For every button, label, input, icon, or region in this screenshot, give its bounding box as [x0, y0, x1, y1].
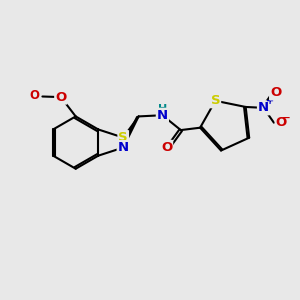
- Text: O: O: [270, 86, 281, 100]
- Text: O: O: [161, 141, 172, 154]
- Text: O: O: [276, 116, 287, 129]
- Text: +: +: [266, 96, 274, 106]
- Text: H: H: [158, 104, 167, 114]
- Text: N: N: [118, 141, 129, 154]
- Text: S: S: [211, 94, 220, 107]
- Text: O: O: [29, 89, 39, 102]
- Text: −: −: [282, 112, 291, 122]
- Text: O: O: [55, 91, 67, 103]
- Text: S: S: [118, 131, 128, 144]
- Text: N: N: [157, 109, 168, 122]
- Text: N: N: [258, 101, 269, 114]
